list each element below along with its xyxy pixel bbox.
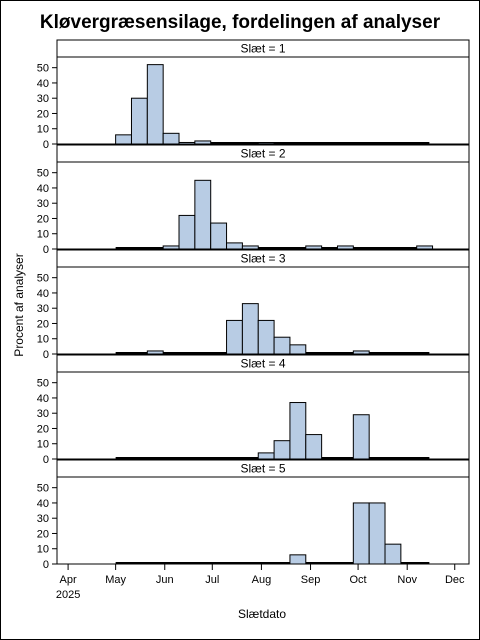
y-tick-label: 40 <box>37 78 49 90</box>
histogram-bar <box>241 245 259 250</box>
x-tick-label: Jul <box>205 574 219 586</box>
histogram-bar <box>289 344 307 355</box>
histogram-bar <box>194 179 212 250</box>
y-tick-label: 20 <box>37 528 49 540</box>
histogram-bar <box>115 134 132 145</box>
histogram-bar <box>146 350 164 355</box>
panel-strip-label: Slæt = 4 <box>240 357 285 371</box>
x-axis-label: Slætdato <box>238 607 286 621</box>
histogram-bar <box>146 64 164 145</box>
histogram-bar <box>210 222 228 250</box>
histogram-bar <box>194 140 212 145</box>
y-tick-label: 40 <box>37 183 49 195</box>
histogram-bar <box>305 434 323 460</box>
panel-strip-label: Slæt = 1 <box>240 42 285 56</box>
x-tick-label: Dec <box>445 574 465 586</box>
y-tick-label: 30 <box>37 198 49 210</box>
y-tick-label: 10 <box>37 439 49 451</box>
panel-plot-area <box>56 476 470 565</box>
histogram-bar <box>273 440 291 460</box>
y-tick-label: 50 <box>37 483 49 495</box>
panel-plot-area <box>56 371 470 460</box>
panel-3: Slæt = 3 0 10 20 30 40 50 <box>37 249 470 361</box>
x-tick-label: Apr <box>60 574 77 586</box>
y-tick-label: 30 <box>37 513 49 525</box>
histogram-bar <box>162 132 180 145</box>
panel-5: Slæt = 5 0 10 20 30 40 50 <box>37 459 470 571</box>
y-tick-label: 20 <box>37 213 49 225</box>
y-tick-label: 40 <box>37 498 49 510</box>
panel-4: Slæt = 4 0 10 20 30 40 50 <box>37 354 470 466</box>
y-tick-label: 10 <box>37 334 49 346</box>
panel-2: Slæt = 2 0 10 20 30 40 50 <box>37 144 470 256</box>
histogram-bar <box>257 452 275 460</box>
y-tick-label: 20 <box>37 318 49 330</box>
y-tick-label: 30 <box>37 408 49 420</box>
histogram-bar <box>178 141 196 145</box>
panel-1: Slæt = 1 0 10 20 30 40 50 <box>37 39 470 151</box>
histogram-bar <box>305 245 323 250</box>
y-tick-label: 40 <box>37 393 49 405</box>
histogram-bar <box>226 319 243 355</box>
x-tick-label: May <box>105 574 126 586</box>
histogram-bar <box>416 245 434 250</box>
histogram-bar <box>289 554 307 565</box>
y-tick-label: 40 <box>37 288 49 300</box>
x-tick-label: Oct <box>350 574 367 586</box>
histogram-bar <box>336 245 354 250</box>
y-tick-label: 50 <box>37 63 49 75</box>
histogram-bar <box>226 242 243 250</box>
histogram-bar <box>257 319 275 355</box>
histogram-bar <box>352 502 370 565</box>
y-tick-label: 50 <box>37 273 49 285</box>
histogram-bar <box>352 414 370 460</box>
histogram-bar <box>273 336 291 355</box>
y-tick-label: 30 <box>37 303 49 315</box>
histogram-bar <box>241 303 259 355</box>
y-tick-label: 10 <box>37 124 49 136</box>
y-tick-label: 10 <box>37 544 49 556</box>
chart-title: Kløvergræsensilage, fordelingen af analy… <box>40 12 441 33</box>
histogram-bar <box>130 97 148 145</box>
y-tick-label: 0 <box>43 139 49 151</box>
y-tick-label: 30 <box>37 93 49 105</box>
y-tick-label: 0 <box>43 454 49 466</box>
y-tick-label: 0 <box>43 349 49 361</box>
histogram-bar <box>178 214 196 250</box>
panel-strip-label: Slæt = 5 <box>240 462 285 476</box>
y-tick-label: 50 <box>37 168 49 180</box>
histogram-bar <box>368 502 386 565</box>
y-axis-label: Procent af analyser <box>12 253 26 356</box>
histogram-bar <box>257 142 275 145</box>
y-tick-label: 20 <box>37 423 49 435</box>
x-axis: Apr 2025 May Jun Jul Aug Sep Oct Nov Dec <box>56 564 465 601</box>
x-tick-label: Aug <box>252 574 272 586</box>
histogram-bar <box>289 402 307 460</box>
histogram-bar <box>352 350 370 355</box>
panel-strip-label: Slæt = 3 <box>240 252 285 266</box>
panel-plot-area <box>56 161 470 250</box>
panel-plot-area <box>56 56 470 145</box>
panel-strip-label: Slæt = 2 <box>240 147 285 161</box>
histogram-bar <box>162 245 180 250</box>
y-tick-label: 0 <box>43 244 49 256</box>
histogram-bar <box>384 543 402 565</box>
x-tick-label: Jun <box>156 574 174 586</box>
x-tick-sublabel: 2025 <box>56 589 80 601</box>
y-tick-label: 0 <box>43 559 49 571</box>
y-tick-label: 20 <box>37 108 49 120</box>
x-tick-label: Sep <box>301 574 321 586</box>
y-tick-label: 50 <box>37 378 49 390</box>
y-tick-label: 10 <box>37 229 49 241</box>
x-tick-label: Nov <box>397 574 417 586</box>
